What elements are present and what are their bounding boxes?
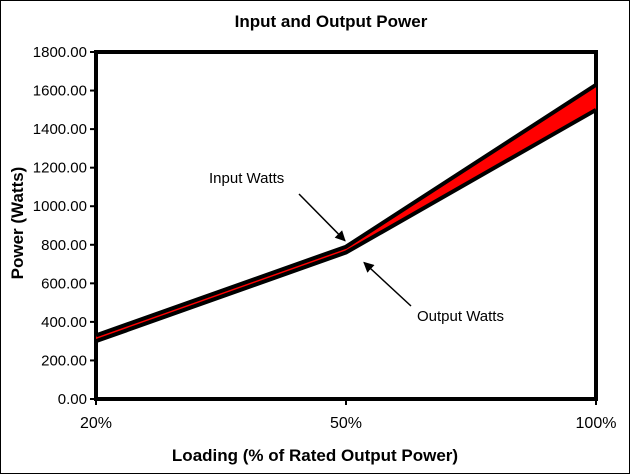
y-tick-label: 600.00 bbox=[41, 275, 87, 292]
y-axis-title: Power (Watts) bbox=[8, 167, 27, 280]
y-tick-label: 1600.00 bbox=[33, 83, 87, 100]
x-tick-label: 50% bbox=[330, 415, 362, 432]
annotation-arrow-output bbox=[363, 261, 412, 307]
y-tick-label: 800.00 bbox=[41, 237, 87, 254]
y-tick-label: 1400.00 bbox=[33, 121, 87, 138]
chart-title: Input and Output Power bbox=[235, 12, 428, 31]
annotation-arrow-input bbox=[298, 193, 346, 242]
x-axis-title: Loading (% of Rated Output Power) bbox=[172, 446, 458, 465]
annotation-output-watts: Output Watts bbox=[417, 308, 504, 325]
x-axis: 20% 50% 100% bbox=[80, 399, 616, 432]
y-tick-label: 0.00 bbox=[58, 391, 87, 408]
y-tick-label: 1000.00 bbox=[33, 198, 87, 215]
y-tick-label: 1800.00 bbox=[33, 44, 87, 61]
y-tick-label: 200.00 bbox=[41, 352, 87, 369]
x-tick-label: 100% bbox=[576, 415, 617, 432]
y-tick-label: 1200.00 bbox=[33, 160, 87, 177]
series-layer bbox=[95, 83, 598, 344]
series-line-output-watts bbox=[95, 108, 597, 344]
annotation-layer: Input Watts Output Watts bbox=[209, 170, 504, 325]
y-tick-label: 400.00 bbox=[41, 314, 87, 331]
annotation-input-watts: Input Watts bbox=[209, 170, 284, 187]
y-axis: 0.00 200.00 400.00 600.00 800.00 1000.00 1200.… bbox=[33, 44, 96, 408]
series-line-input-watts bbox=[95, 83, 598, 338]
plot-area bbox=[94, 50, 598, 401]
x-tick-label: 20% bbox=[80, 415, 112, 432]
